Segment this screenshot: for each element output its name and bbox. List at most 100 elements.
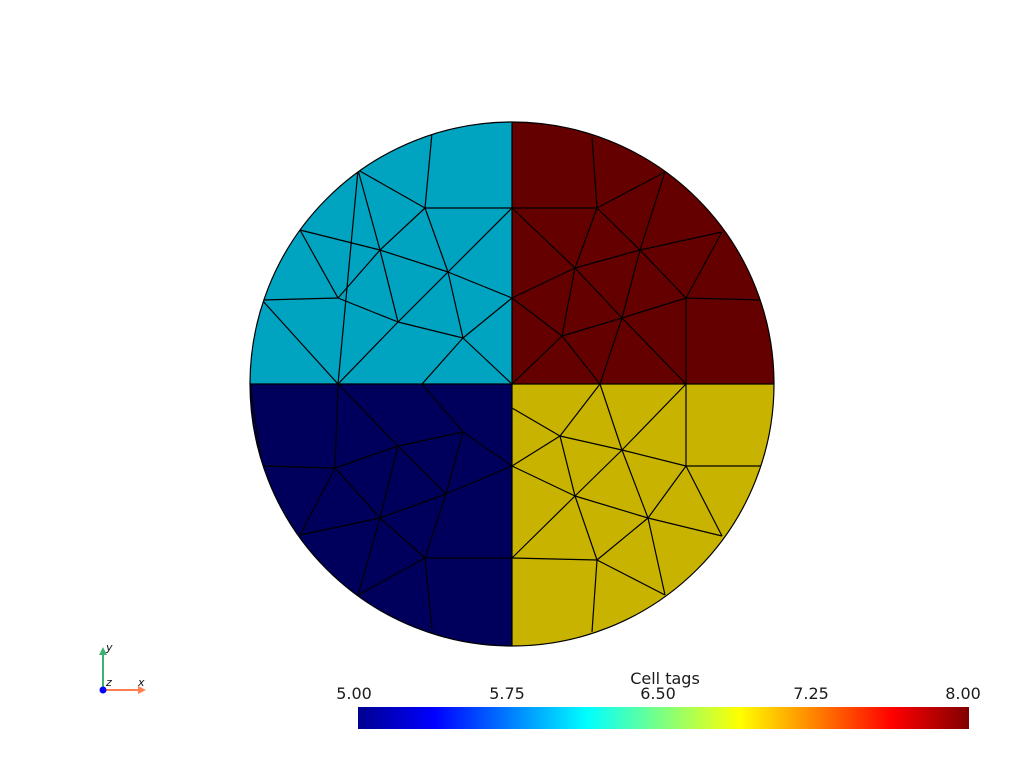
mesh-edge [561, 335, 601, 385]
mesh-edge [334, 445, 399, 469]
mesh-edge [591, 559, 598, 633]
mesh-edge [379, 493, 447, 519]
colorbar-title: Cell tags [630, 669, 700, 688]
mesh-edge [299, 229, 339, 299]
mesh-edge [561, 267, 576, 337]
region-bottom-right [512, 384, 774, 646]
mesh-edge [559, 435, 576, 497]
mesh-edge [337, 321, 399, 385]
mesh-edge [647, 465, 687, 519]
mesh-edge [379, 445, 399, 519]
mesh-edge [599, 383, 623, 451]
mesh-edge [447, 207, 513, 273]
mesh-edge [596, 207, 641, 251]
z-axis-label: z [106, 676, 112, 689]
mesh-edge [424, 207, 449, 273]
mesh-edge [647, 517, 666, 596]
colorbar-tick: 5.00 [336, 684, 372, 703]
mesh-edge [357, 169, 381, 251]
mesh-edge [511, 407, 561, 437]
mesh-edge [397, 445, 447, 495]
mesh-edge [574, 495, 649, 519]
mesh-edge [337, 297, 399, 323]
mesh-edge [250, 383, 263, 467]
mesh-edge [599, 317, 623, 385]
mesh-edge [639, 249, 687, 299]
mesh-edge [511, 495, 576, 559]
mesh-edge [561, 317, 623, 337]
mesh-edge [445, 431, 464, 495]
mesh-edge [299, 517, 381, 536]
y-axis-label: y [106, 641, 113, 654]
mesh-edge [397, 271, 449, 323]
mesh-edge [596, 559, 666, 596]
x-axis-arrowhead [138, 686, 146, 694]
mesh-edge [421, 383, 464, 433]
mesh-edge [647, 517, 723, 537]
mesh-edge [424, 493, 447, 559]
mesh-edge [685, 297, 764, 301]
mesh-edge [621, 449, 687, 467]
x-axis-label: x [138, 676, 145, 689]
mesh-edge [685, 231, 723, 299]
mesh-edge [379, 249, 449, 273]
mesh-edge [447, 271, 464, 339]
mesh-edge [559, 383, 601, 437]
mesh-edge [462, 297, 513, 339]
mesh-edge [337, 383, 399, 447]
domain-boundary [249, 121, 775, 647]
colorbar-tick: 5.75 [489, 684, 525, 703]
mesh-edge [379, 249, 399, 323]
mesh-edge [639, 171, 666, 251]
mesh-edge [462, 337, 513, 385]
z-axis-dot [99, 686, 107, 694]
mesh-edge [621, 297, 687, 319]
mesh-edge [511, 435, 561, 467]
mesh-edge [685, 465, 723, 537]
mesh-edge [621, 383, 687, 451]
mesh-edge [639, 231, 723, 251]
mesh-edge [261, 465, 336, 469]
mesh-edge [511, 465, 576, 497]
mesh-edge [574, 495, 598, 561]
mesh-edge [357, 557, 426, 596]
mesh-edge [511, 207, 576, 269]
mesh-edge [511, 557, 598, 561]
mesh-edge [337, 249, 381, 299]
mesh-edge [334, 467, 381, 519]
colorbar-tick: 7.25 [793, 684, 829, 703]
mesh-edge [424, 132, 433, 209]
region-bottom-left [250, 384, 512, 646]
mesh-edge [357, 169, 426, 209]
mesh-edge [397, 431, 464, 447]
mesh-edge [621, 449, 649, 519]
mesh-edge [397, 321, 464, 339]
mesh-edge [445, 465, 513, 495]
colorbar-tick: 6.50 [640, 684, 676, 703]
mesh-edge [621, 249, 641, 319]
mesh-edge [596, 517, 649, 561]
mesh-edge [334, 383, 339, 469]
mesh-edge [379, 517, 426, 559]
mesh-edge [591, 136, 598, 209]
mesh-edge [261, 299, 339, 385]
mesh-edge [511, 335, 563, 385]
mesh-edge [424, 557, 433, 631]
orientation-axes [99, 647, 146, 694]
y-axis-arrowhead [99, 647, 107, 655]
mesh-edge [379, 207, 426, 251]
mesh-edge [574, 267, 623, 319]
mesh-edge [621, 317, 687, 385]
mesh-edge [559, 435, 623, 451]
mesh-edge [421, 337, 464, 385]
mesh-edge [462, 431, 513, 467]
mesh-edge [447, 271, 513, 299]
mesh-edge [357, 517, 381, 596]
mesh-edge [511, 297, 563, 337]
mesh-edge [261, 297, 339, 301]
mesh-edge [574, 249, 641, 269]
mesh-edge [299, 229, 381, 251]
mesh-edges [250, 122, 774, 646]
